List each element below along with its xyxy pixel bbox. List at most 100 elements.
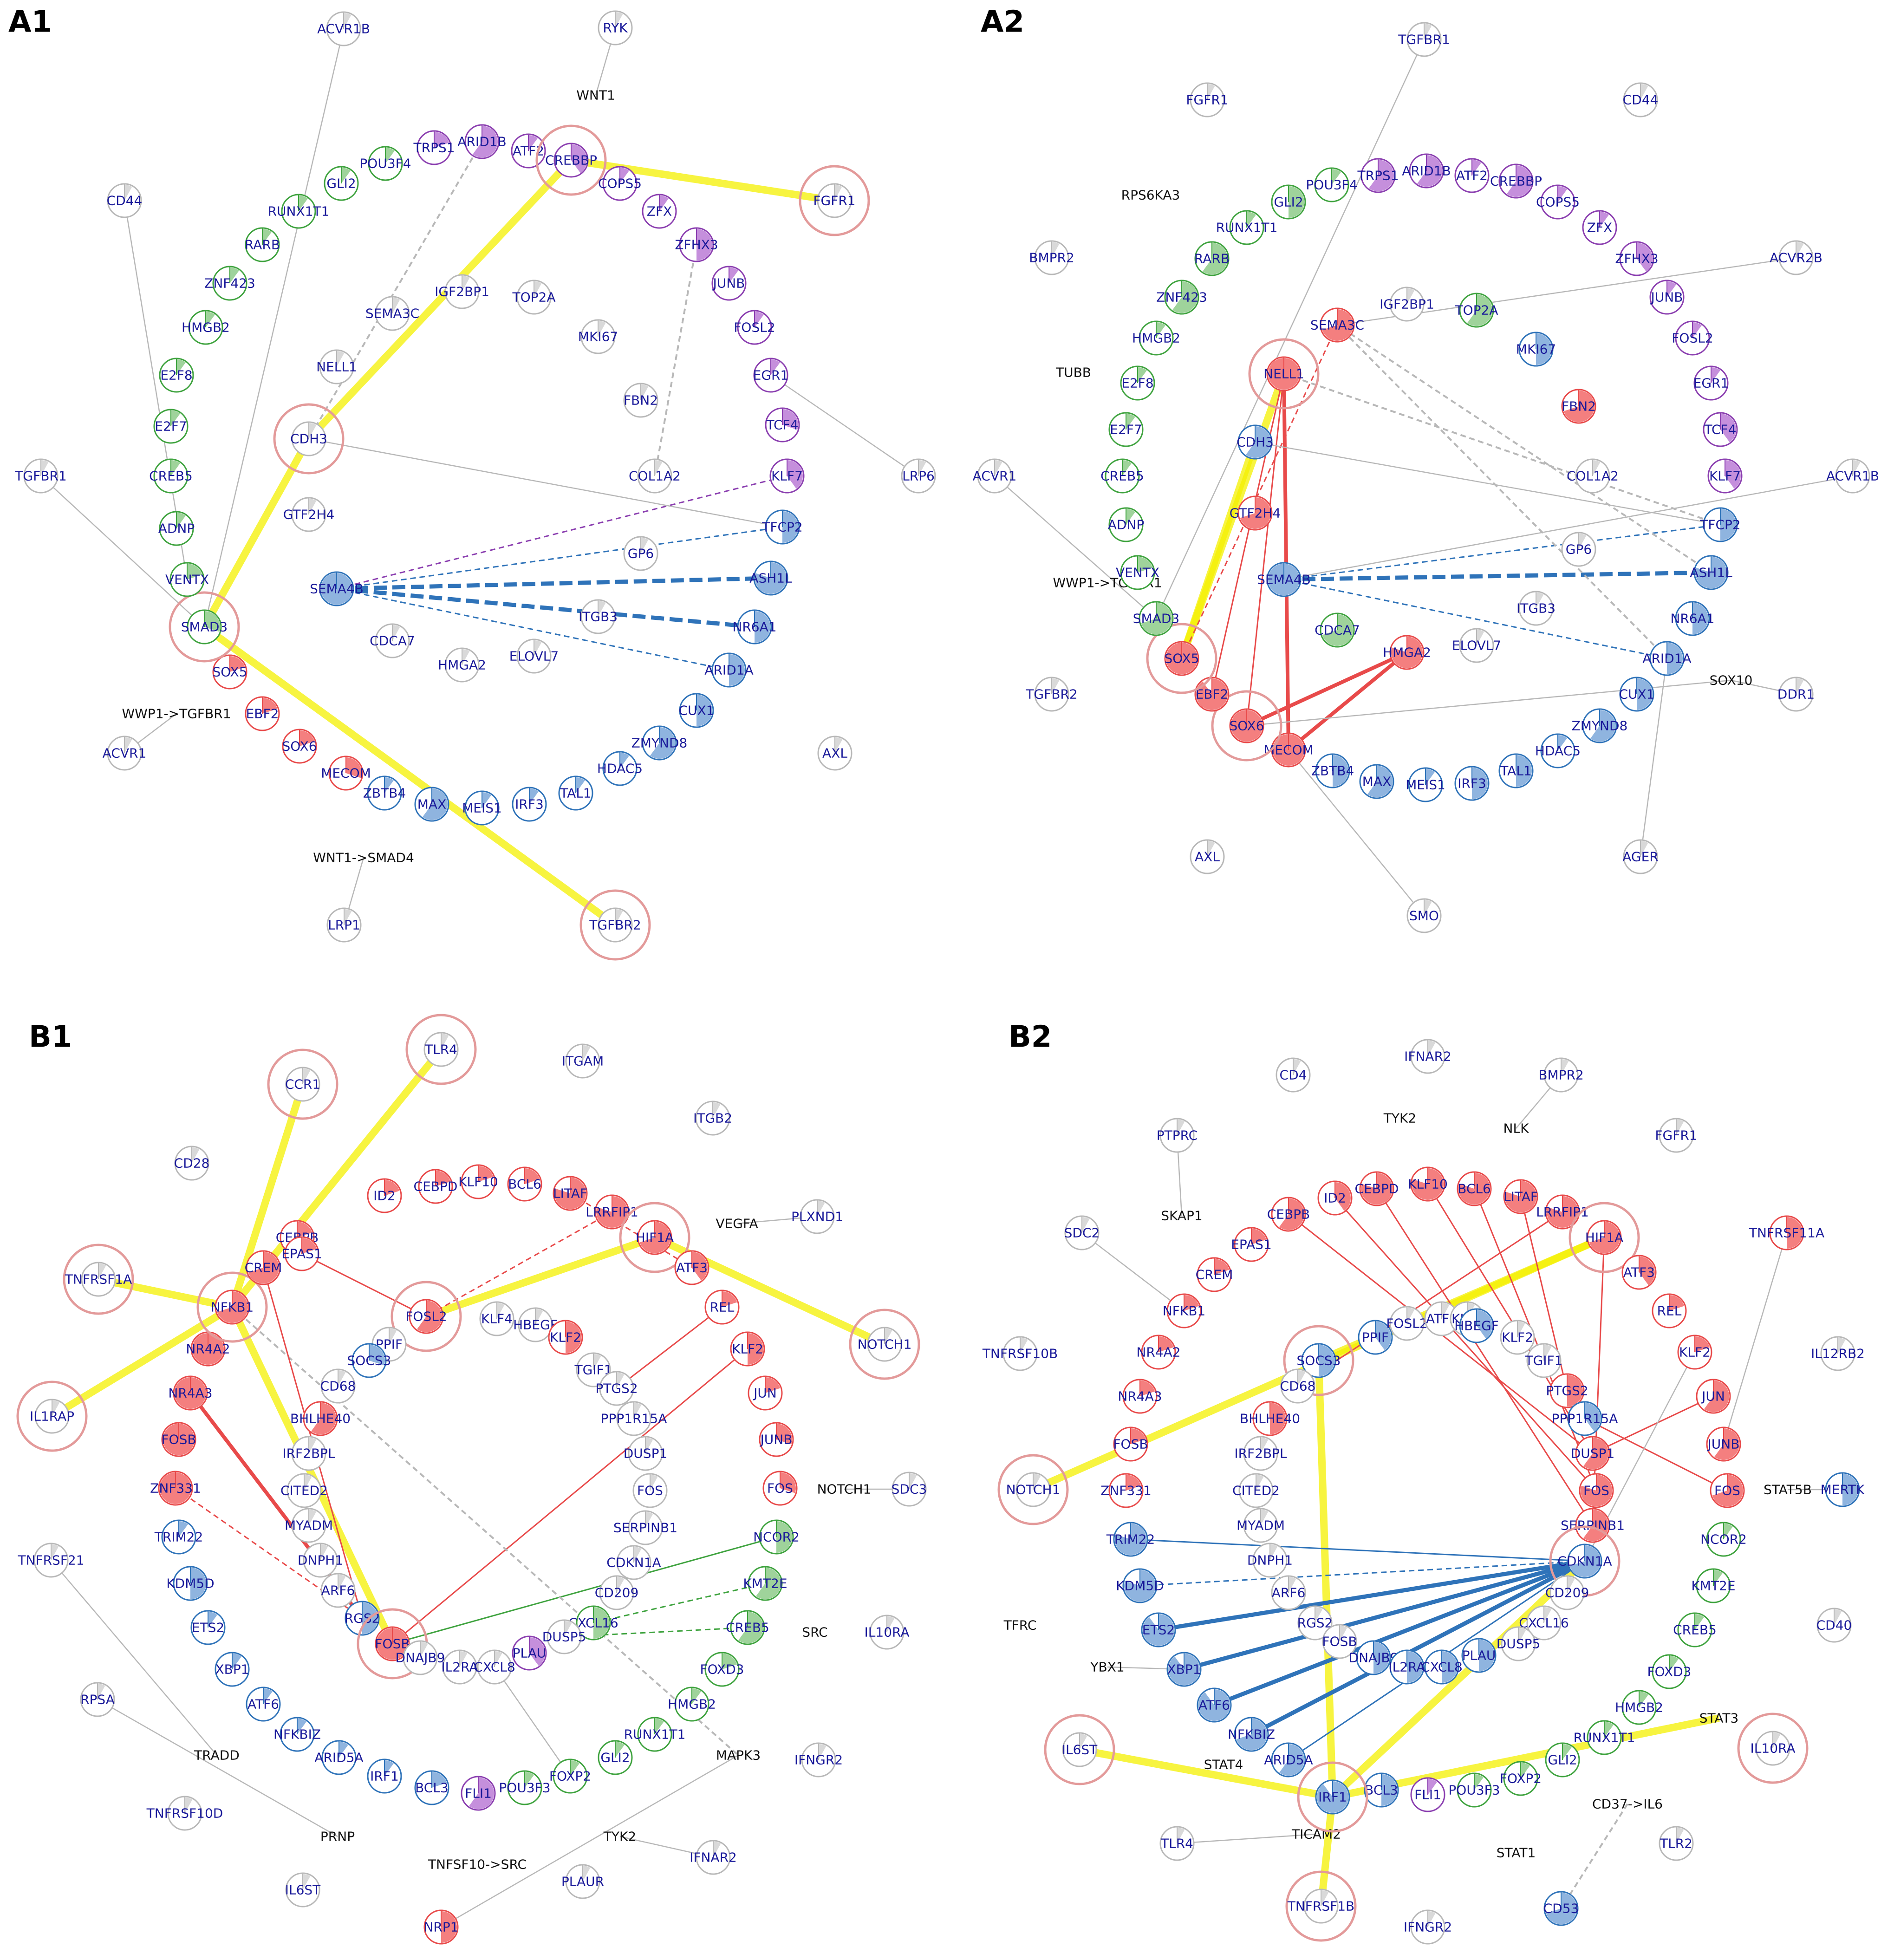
node-cdh3: CDH3 xyxy=(273,403,345,475)
node-foxd3: FOXD3 xyxy=(700,1652,744,1687)
node-acvr1: ACVR1 xyxy=(103,736,146,771)
node-zfhx3: ZFHX3 xyxy=(1615,241,1659,276)
node-dnph1: DNPH1 xyxy=(1247,1543,1293,1578)
node-fosl2: FOSL2 xyxy=(734,310,775,345)
edge-tlr4-ticam2 xyxy=(1177,1833,1317,1844)
edge-sema4b-klf7 xyxy=(336,475,788,590)
node-gtf2h4: GTF2H4 xyxy=(1230,495,1281,531)
node-label: ZFHX3 xyxy=(675,237,718,253)
node-rarb: RARB xyxy=(1194,241,1230,276)
panel-label-a2: A2 xyxy=(981,5,1024,39)
node-label: RYK xyxy=(603,20,628,36)
node-label: GP6 xyxy=(628,546,654,561)
node-label: PLXND1 xyxy=(791,1209,843,1224)
node-cd28: CD28 xyxy=(174,1146,210,1181)
edge-sdc2-nfkb1 xyxy=(1081,1232,1185,1311)
node-nr4a2: NR4A2 xyxy=(186,1331,230,1367)
node-label: ARID1B xyxy=(457,134,506,150)
node-fosl2: FOSL2 xyxy=(391,1281,462,1352)
node-junb: JUNB xyxy=(759,1422,794,1457)
node-fbn2: FBN2 xyxy=(1561,389,1596,424)
node-label: MYADM xyxy=(1237,1518,1285,1533)
node-crebbp: CREBBP xyxy=(1490,163,1542,199)
node-label: IL6ST xyxy=(285,1882,321,1898)
node-label: DUSP5 xyxy=(542,1629,586,1645)
node-tyk2: TYK2 xyxy=(603,1829,636,1844)
node-label: CXCL16 xyxy=(1519,1615,1569,1631)
panel-label-b2: B2 xyxy=(1009,1020,1052,1054)
node-label: TGFBR2 xyxy=(589,918,641,933)
node-label: ATF3 xyxy=(1623,1265,1655,1280)
node-hmgb2: HMGB2 xyxy=(1132,320,1180,356)
node-label: E2F7 xyxy=(155,419,187,434)
node-egr1: EGR1 xyxy=(753,358,788,393)
node-ybx1: YBX1 xyxy=(1090,1660,1124,1675)
node-label: PTGS2 xyxy=(595,1381,638,1396)
node-meis1: MEIS1 xyxy=(1406,767,1445,802)
node-label: HDAC5 xyxy=(1535,743,1581,759)
node-myadm: MYADM xyxy=(1237,1508,1285,1543)
node-label: VENTX xyxy=(1116,565,1159,580)
node-crem: CREM xyxy=(1196,1257,1233,1292)
node-arid1b: ARID1B xyxy=(1402,153,1451,189)
node-label: GLI2 xyxy=(1548,1752,1577,1768)
edge-sema4b-tfcp2 xyxy=(336,526,783,590)
node-label: IRF3 xyxy=(515,797,544,812)
node-label: IRF2BPL xyxy=(282,1446,335,1461)
node-label: FLI1 xyxy=(465,1786,492,1801)
node-label: IL2RA xyxy=(441,1660,478,1675)
node-label: SOX5 xyxy=(212,664,247,680)
node-src: SRC xyxy=(802,1625,827,1640)
node-jun: JUN xyxy=(748,1375,783,1411)
node-label: ADNP xyxy=(158,521,195,536)
edge-xbp1-cdkn1a xyxy=(1183,1559,1586,1672)
edge-irf1-socs3 xyxy=(1315,1360,1336,1797)
node-label: FOSL2 xyxy=(1672,331,1713,346)
node-label: BCL6 xyxy=(508,1177,541,1192)
node-sox5: SOX5 xyxy=(1146,623,1217,694)
node-label: REL xyxy=(710,1300,735,1315)
node-label: ATF6 xyxy=(1198,1698,1230,1713)
node-tgif1: TGIF1 xyxy=(574,1352,612,1387)
node-label: DUSP1 xyxy=(1571,1446,1615,1461)
node-label: PLAU xyxy=(1462,1648,1496,1663)
node-label: ELOVL7 xyxy=(1452,638,1501,653)
node-hdac5: HDAC5 xyxy=(597,751,643,786)
node-dusp5: DUSP5 xyxy=(1497,1626,1540,1661)
node-nell1: NELL1 xyxy=(316,349,357,384)
node-label: CEBPD xyxy=(414,1179,458,1194)
node-label: SEMA3C xyxy=(1310,318,1364,333)
node-label: RARB xyxy=(245,237,280,253)
node-label: TLR4 xyxy=(1160,1836,1193,1851)
edge-irf1-il6st xyxy=(1079,1746,1334,1801)
node-label: PPP1R15A xyxy=(601,1411,667,1426)
node-label: ZFX xyxy=(1587,220,1612,235)
node-il1rap: IL1RAP xyxy=(16,1380,88,1452)
edge-tgfbr1-smad3 xyxy=(40,475,205,627)
node-label: RUNX1T1 xyxy=(268,204,330,219)
node-cebpb: CEBPB xyxy=(1267,1197,1310,1232)
node-ifngr2: IFNGR2 xyxy=(794,1742,843,1778)
edge-bcl6-fosc xyxy=(1473,1188,1597,1491)
node-label: HIF1A xyxy=(636,1230,674,1245)
node-label: CD40 xyxy=(1816,1618,1852,1633)
node-nfkb1: NFKB1 xyxy=(1163,1293,1205,1328)
node-label: ID2 xyxy=(1324,1191,1346,1206)
node-cdca7: CDCA7 xyxy=(370,623,415,658)
node-atf3: ATF3 xyxy=(674,1250,709,1285)
node-label: XBP1 xyxy=(1167,1662,1201,1677)
node-label: HIF1A xyxy=(1585,1230,1623,1245)
node-label: NFKBIZ xyxy=(273,1727,321,1742)
node-label: FOS xyxy=(767,1481,793,1496)
node-label: CD28 xyxy=(174,1156,210,1171)
node-label: KLF4 xyxy=(481,1311,513,1327)
node-label: IFNAR2 xyxy=(1404,1049,1451,1064)
node-label: CITED2 xyxy=(280,1483,328,1498)
node-nr6a1: NR6A1 xyxy=(1670,601,1715,636)
nodes-a2: TGFBR1 FGFR1 CD44 RPS6KA3 BMPR2 ACVR2B TUBB ACV… xyxy=(973,22,1879,933)
node-label: TGFBR1 xyxy=(1398,32,1450,47)
node-label: JUNB xyxy=(760,1432,793,1447)
node-tcf4: TCF4 xyxy=(1703,412,1738,447)
node-nfkbiz: NFKBIZ xyxy=(1228,1717,1275,1752)
node-label: CCR1 xyxy=(285,1077,320,1092)
